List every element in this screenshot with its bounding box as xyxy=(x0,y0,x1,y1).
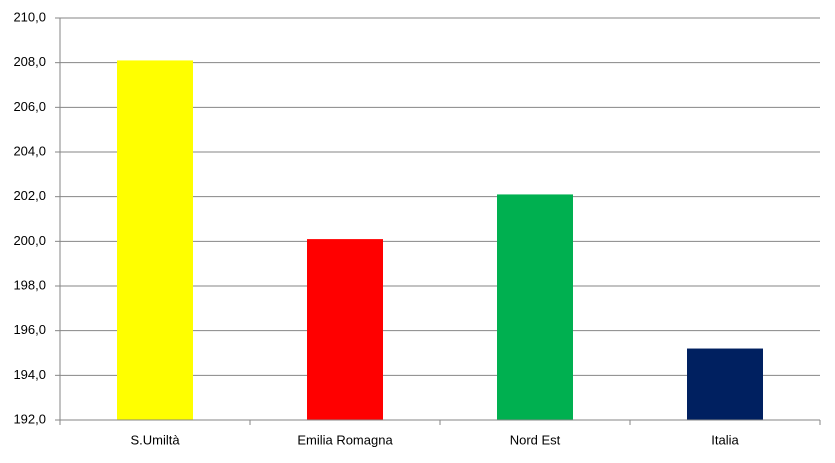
y-tick-label: 206,0 xyxy=(13,99,46,114)
bar xyxy=(307,239,383,420)
y-tick-label: 198,0 xyxy=(13,277,46,292)
y-tick-label: 192,0 xyxy=(13,411,46,426)
x-tick-label: Emilia Romagna xyxy=(297,432,393,447)
y-tick-label: 202,0 xyxy=(13,188,46,203)
bar xyxy=(687,348,763,420)
x-tick-label: Italia xyxy=(711,432,739,447)
bar xyxy=(497,194,573,420)
y-tick-label: 210,0 xyxy=(13,9,46,24)
x-tick-label: S.Umiltà xyxy=(130,432,180,447)
bar xyxy=(117,60,193,420)
y-tick-label: 200,0 xyxy=(13,233,46,248)
x-tick-label: Nord Est xyxy=(510,432,561,447)
y-tick-label: 204,0 xyxy=(13,143,46,158)
y-tick-label: 194,0 xyxy=(13,367,46,382)
y-tick-label: 208,0 xyxy=(13,54,46,69)
y-tick-label: 196,0 xyxy=(13,322,46,337)
